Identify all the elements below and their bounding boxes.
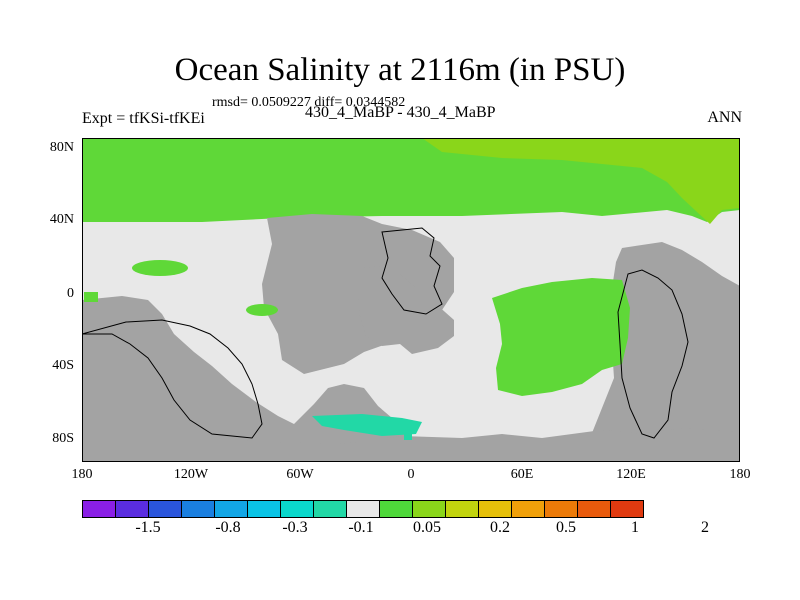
lon-label-0: 0: [407, 467, 415, 482]
lon-label-60e: 60E: [510, 467, 534, 482]
colorbar-swatch: [380, 501, 413, 517]
lat-label-0: 0: [67, 286, 74, 301]
colorbar-label: 0.5: [556, 519, 576, 536]
colorbar-swatch: [149, 501, 182, 517]
colorbar-swatch: [314, 501, 347, 517]
colorbar-label: -0.3: [282, 519, 308, 536]
coastal-anomaly-patch: [84, 292, 98, 302]
lon-label-120e: 120E: [616, 467, 646, 482]
coastline-outline: [381, 227, 443, 315]
colorbar-swatch: [116, 501, 149, 517]
colorbar-swatch: [83, 501, 116, 517]
coastline-outline-east: [617, 269, 689, 439]
colorbar-swatch: [479, 501, 512, 517]
colorbar-swatch: [248, 501, 281, 517]
experiment-label: Expt = tfKSi-tfKEi: [82, 110, 205, 127]
east-continent-land: [590, 242, 740, 462]
lat-label-40n: 40N: [49, 212, 74, 227]
colorbar-swatch: [281, 501, 314, 517]
colorbar: [82, 500, 644, 518]
page-title: Ocean Salinity at 2116m (in PSU): [174, 52, 626, 88]
colorbar-swatch: [446, 501, 479, 517]
colorbar-swatch: [215, 501, 248, 517]
lon-label-180w: 180: [71, 467, 93, 482]
antarctic-land: [82, 428, 740, 462]
colorbar-swatch: [413, 501, 446, 517]
colorbar-swatch: [545, 501, 578, 517]
southern-teal-anomaly: [312, 414, 422, 436]
colorbar-label: -1.5: [135, 519, 161, 536]
lat-label-80n: 80N: [49, 140, 74, 155]
arctic-east-anomaly: [422, 138, 740, 224]
lat-label-80s: 80S: [52, 431, 74, 446]
stats-label: rmsd= 0.0509227 diff= 0.0344582: [212, 95, 406, 110]
season-label: ANN: [707, 109, 742, 126]
colorbar-label: -0.8: [215, 519, 241, 536]
eastern-basin-anomaly: [492, 278, 630, 396]
period-label: 430_4_MaBP - 430_4_MaBP: [305, 104, 496, 121]
colorbar-swatch: [512, 501, 545, 517]
map-frame: [82, 138, 740, 462]
colorbar-label: 1: [631, 519, 639, 536]
atlantic-anomaly-patch: [246, 304, 278, 316]
coastline-outline-west: [82, 319, 263, 439]
lon-label-120w: 120W: [173, 467, 209, 482]
colorbar-swatch: [578, 501, 611, 517]
colorbar-swatch: [347, 501, 380, 517]
pacific-anomaly-patch: [132, 260, 188, 276]
colorbar-label: 2: [701, 519, 709, 536]
colorbar-swatch: [182, 501, 215, 517]
lon-label-60w: 60W: [286, 467, 314, 482]
colorbar-label: 0.2: [490, 519, 510, 536]
lon-label-180e: 180: [729, 467, 751, 482]
colorbar-swatch: [611, 501, 643, 517]
colorbar-label: 0.05: [413, 519, 441, 536]
salinity-map: [82, 138, 740, 462]
colorbar-label: -0.1: [348, 519, 374, 536]
lat-label-40s: 40S: [52, 358, 74, 373]
teal-patch-small: [404, 432, 412, 440]
